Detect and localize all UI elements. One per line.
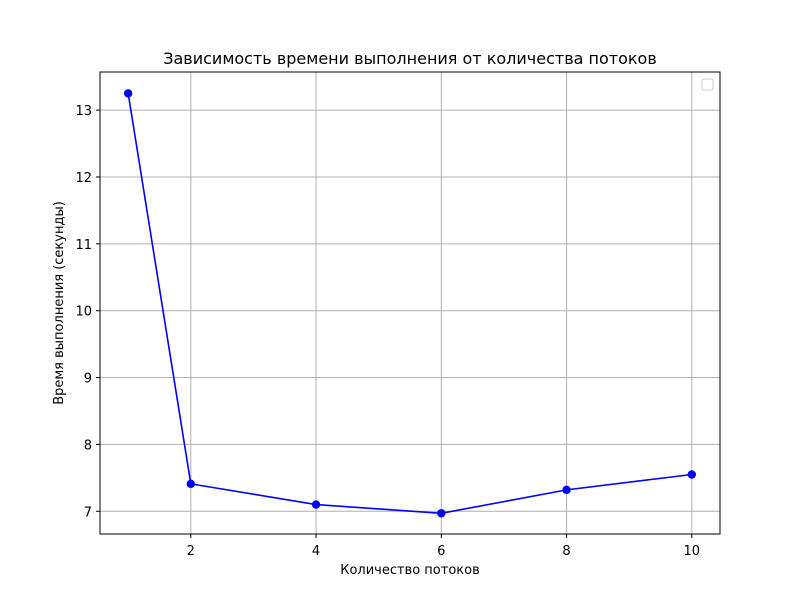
data-point: [437, 509, 446, 518]
x-tick-label: 4: [312, 544, 320, 559]
data-point: [687, 470, 697, 479]
x-tick-label: 6: [437, 544, 445, 559]
x-tick-label: 2: [187, 544, 195, 559]
x-axis-label: Количество потоков: [340, 563, 480, 578]
series-layer: [123, 89, 697, 518]
y-tick-label: 11: [75, 238, 92, 253]
y-tick-label: 8: [84, 438, 92, 453]
data-point: [123, 89, 133, 98]
axis-ticks: 2 4 6 8 10 7 8 9 10 11 12 13: [75, 104, 700, 559]
data-point: [562, 485, 571, 495]
y-tick-label: 9: [84, 372, 92, 387]
x-tick-label: 8: [562, 544, 570, 559]
legend-box: [701, 78, 714, 91]
chart-title: Зависимость времени выполнения от количе…: [163, 49, 657, 68]
data-point: [186, 479, 196, 489]
data-point: [311, 500, 321, 509]
y-tick-label: 10: [75, 305, 92, 320]
plot-frame: [99, 71, 721, 535]
y-axis-label: Время выполнения (секунды): [52, 201, 67, 405]
series-line: [127, 93, 692, 515]
y-tick-label: 13: [75, 104, 92, 119]
y-tick-label: 7: [84, 505, 92, 520]
y-tick-label: 12: [75, 171, 92, 186]
grid: [100, 72, 720, 534]
x-tick-label: 10: [684, 544, 701, 559]
